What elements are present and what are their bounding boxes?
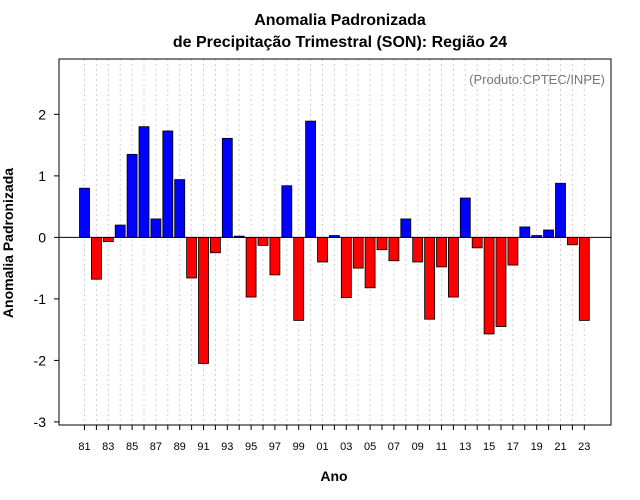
bar-16 xyxy=(495,236,507,327)
x-tick-label: 17 xyxy=(507,441,519,453)
y-tick-label: 2 xyxy=(38,106,46,122)
bar-99 xyxy=(293,236,305,321)
bar-84 xyxy=(114,224,126,238)
bar-91 xyxy=(198,236,209,364)
bar-85 xyxy=(126,153,138,238)
x-tick-label: 93 xyxy=(221,441,233,453)
bar-83 xyxy=(102,236,114,243)
x-tick-label: 23 xyxy=(578,441,590,453)
bar-88 xyxy=(162,130,174,238)
x-tick-label: 05 xyxy=(364,441,376,453)
bar-05 xyxy=(364,236,376,289)
x-tick-label: 01 xyxy=(316,441,328,453)
bar-81 xyxy=(79,187,90,238)
bar-92 xyxy=(209,236,221,254)
bar-93 xyxy=(221,137,233,238)
bar-82 xyxy=(91,236,102,280)
bar-17 xyxy=(507,236,519,266)
product-credit: (Produto:CPTEC/INPE) xyxy=(469,72,605,87)
gridlines xyxy=(84,59,585,425)
x-tick-label: 07 xyxy=(388,441,400,453)
x-axis-title: Ano xyxy=(320,468,347,484)
bar-96 xyxy=(257,236,269,246)
bar-08 xyxy=(400,218,412,238)
x-tick-label: 85 xyxy=(126,441,138,453)
bar-11 xyxy=(436,236,447,268)
bar-04 xyxy=(352,236,364,269)
bar-12 xyxy=(447,236,459,298)
plot-frame xyxy=(58,58,612,426)
bar-10 xyxy=(424,236,436,320)
bar-06 xyxy=(376,236,388,251)
bar-15 xyxy=(483,236,495,335)
bar-03 xyxy=(340,236,352,299)
bar-95 xyxy=(245,236,257,298)
y-tick-label: -2 xyxy=(34,352,47,368)
x-axis: 81 83 85 87 89 91 93 95 97 99 01 03 05 07 09 11 13 15 17 19… xyxy=(78,425,590,453)
bar-23 xyxy=(578,236,590,321)
x-tick-label: 99 xyxy=(293,441,305,453)
bar-07 xyxy=(388,236,400,262)
x-tick-label: 87 xyxy=(150,441,162,453)
bar-21 xyxy=(555,182,566,238)
y-tick-label: 0 xyxy=(38,229,46,245)
y-tick-label: -1 xyxy=(34,291,47,307)
x-tick-label: 11 xyxy=(436,441,447,453)
y-tick-label: 1 xyxy=(38,168,46,184)
x-tick-label: 89 xyxy=(174,441,186,453)
bars xyxy=(79,120,590,364)
bar-14 xyxy=(471,236,483,249)
x-tick-label: 91 xyxy=(197,441,209,453)
x-tick-label: 97 xyxy=(269,441,281,453)
bar-22 xyxy=(567,236,578,246)
bar-20 xyxy=(543,229,554,238)
chart-title-line2: de Precipitação Trimestral (SON): Região… xyxy=(173,34,507,51)
x-tick-label: 83 xyxy=(102,441,114,453)
x-tick-label: 81 xyxy=(78,441,90,453)
y-axis-title: Anomalia Padronizada xyxy=(0,168,16,318)
bar-09 xyxy=(412,236,424,263)
bar-89 xyxy=(174,179,186,238)
x-tick-label: 15 xyxy=(483,441,495,453)
chart-title-line1: Anomalia Padronizada xyxy=(254,12,426,29)
y-axis: -3 -2 -1 0 1 2 xyxy=(34,106,59,430)
bar-00 xyxy=(305,120,317,238)
x-tick-label: 09 xyxy=(412,441,424,453)
x-tick-label: 13 xyxy=(459,441,471,453)
x-tick-label: 95 xyxy=(245,441,257,453)
bar-13 xyxy=(459,197,471,238)
bar-98 xyxy=(281,185,293,238)
bar-86 xyxy=(138,126,150,238)
x-tick-label: 21 xyxy=(554,441,566,453)
bar-90 xyxy=(186,236,198,279)
bar-97 xyxy=(269,236,281,276)
bar-87 xyxy=(150,218,162,238)
bar-01 xyxy=(317,236,328,263)
x-tick-label: 03 xyxy=(340,441,352,453)
bar-18 xyxy=(519,226,531,238)
x-tick-label: 19 xyxy=(531,441,543,453)
y-tick-label: -3 xyxy=(34,414,47,430)
